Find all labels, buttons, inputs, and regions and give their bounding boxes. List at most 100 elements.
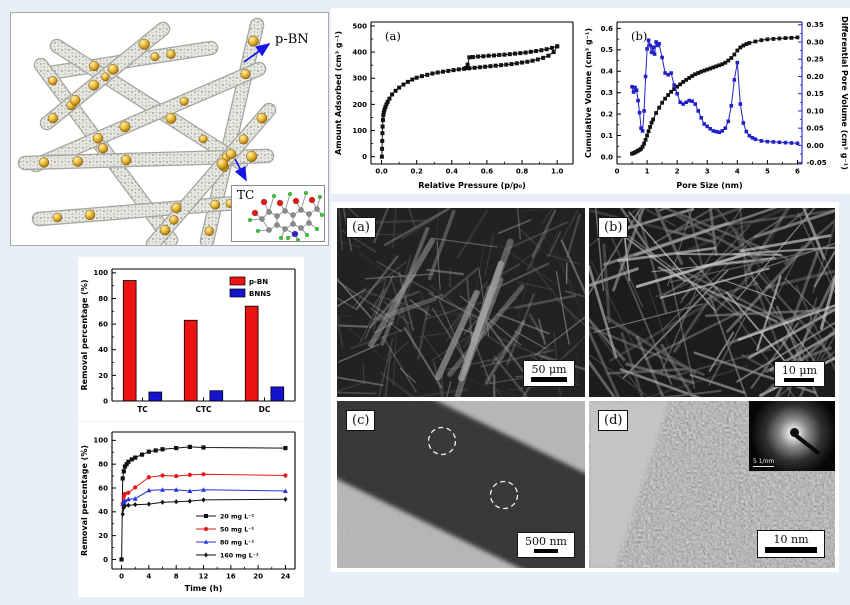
- svg-text:0.20: 0.20: [807, 73, 824, 81]
- svg-text:Pore Size (nm): Pore Size (nm): [676, 181, 742, 190]
- svg-text:0.2: 0.2: [410, 168, 423, 176]
- svg-text:0.5: 0.5: [601, 46, 614, 54]
- saed-inset: 5 1/nm: [749, 401, 835, 471]
- saed-beamstop: [792, 432, 821, 456]
- svg-text:6: 6: [795, 168, 800, 176]
- removal-bar-chart-panel: TC CTC DC 0 20 40 60 80 100 Removal percentage (%…: [78, 257, 304, 421]
- svg-text:0.2: 0.2: [601, 110, 614, 118]
- svg-text:4: 4: [735, 168, 740, 176]
- svg-text:12: 12: [199, 573, 209, 581]
- svg-text:300: 300: [352, 75, 367, 83]
- scale-bar-b: 10 μm: [773, 361, 825, 387]
- svg-text:0.10: 0.10: [807, 107, 824, 115]
- tc-molecule-inset: TC: [231, 185, 325, 242]
- svg-text:24: 24: [281, 573, 291, 581]
- svg-text:200: 200: [352, 101, 367, 109]
- micrograph-panel: (a) 50 μm (b) 10 μm (c) 500 nm 5 1/nm (d…: [331, 202, 839, 572]
- svg-text:1: 1: [645, 168, 650, 176]
- tem-image-c: (c) 500 nm: [337, 401, 585, 568]
- svg-text:5: 5: [765, 168, 770, 176]
- svg-text:0.15: 0.15: [807, 90, 824, 98]
- scale-bar-line-b: [784, 378, 815, 382]
- svg-text:0.0: 0.0: [601, 153, 614, 161]
- svg-text:BNNS: BNNS: [249, 290, 271, 298]
- tc-molecule-model: [247, 190, 324, 241]
- svg-text:Removal percentage (%): Removal percentage (%): [80, 279, 89, 390]
- panel-letter-b: (b): [598, 217, 629, 238]
- svg-text:2: 2: [675, 168, 680, 176]
- svg-text:100: 100: [93, 437, 108, 445]
- svg-text:20: 20: [98, 532, 108, 540]
- removal-kinetics-chart: 0 4 8 12 16 20 24 0 20 40 60 80 100 Time (h) Removal p…: [80, 431, 296, 593]
- svg-text:20: 20: [253, 573, 263, 581]
- panel-letter-a: (a): [346, 217, 376, 238]
- saed-scale-label: 5 1/nm: [753, 458, 775, 467]
- svg-text:100: 100: [93, 269, 108, 277]
- svg-text:(b): (b): [631, 29, 647, 43]
- removal-kinetics-panel: 0 4 8 12 16 20 24 0 20 40 60 80 100 Time (h) Removal p…: [78, 422, 304, 597]
- svg-text:(a): (a): [385, 29, 401, 43]
- svg-text:8: 8: [174, 573, 179, 581]
- schematic-panel: p-BN TC: [10, 12, 329, 246]
- svg-text:p-BN: p-BN: [249, 278, 268, 286]
- scale-bar-a: 50 μm: [523, 360, 575, 387]
- svg-text:4: 4: [146, 573, 151, 581]
- svg-text:0.4: 0.4: [601, 68, 614, 76]
- svg-text:0.4: 0.4: [446, 168, 459, 176]
- svg-text:Time (h): Time (h): [185, 584, 223, 593]
- pbn-label: p-BN: [275, 32, 309, 47]
- svg-text:100: 100: [352, 127, 367, 135]
- adsorption-isotherm-chart: 0.0 0.2 0.4 0.6 0.8 1.0 0 100 200 300 400 500 Relati…: [334, 21, 574, 190]
- sem-image-b: (b) 10 μm: [589, 208, 835, 397]
- svg-text:0.6: 0.6: [601, 25, 614, 33]
- isotherm-charts-panel: 0.0 0.2 0.4 0.6 0.8 1.0 0 100 200 300 400 500 Relati…: [331, 8, 850, 194]
- svg-text:40: 40: [98, 346, 108, 354]
- svg-text:80 mg L⁻¹: 80 mg L⁻¹: [220, 540, 255, 547]
- svg-text:0: 0: [103, 397, 108, 405]
- svg-text:80: 80: [98, 295, 108, 303]
- svg-text:0.0: 0.0: [375, 168, 388, 176]
- svg-text:60: 60: [98, 484, 108, 492]
- svg-text:16: 16: [226, 573, 236, 581]
- svg-text:0: 0: [103, 556, 108, 564]
- scale-text-c: 500 nm: [524, 535, 567, 548]
- scale-bar-d: 10 nm: [757, 530, 825, 558]
- svg-text:80: 80: [98, 461, 108, 469]
- svg-text:50 mg L⁻¹: 50 mg L⁻¹: [220, 527, 255, 534]
- scale-text-a: 50 μm: [531, 363, 567, 376]
- svg-text:Relative Pressure (p/p₀): Relative Pressure (p/p₀): [418, 181, 526, 190]
- svg-text:3: 3: [705, 168, 710, 176]
- panel-letter-c: (c): [346, 410, 376, 431]
- svg-text:40: 40: [98, 508, 108, 516]
- svg-text:20: 20: [98, 372, 108, 380]
- svg-text:Amount Adsorbed (cm³ g⁻¹): Amount Adsorbed (cm³ g⁻¹): [334, 31, 343, 155]
- scale-text-b: 10 μm: [781, 364, 817, 377]
- svg-text:0.25: 0.25: [807, 56, 824, 64]
- svg-text:0: 0: [615, 168, 620, 176]
- scale-bar-line-c: [533, 549, 558, 553]
- svg-text:160 mg L⁻¹: 160 mg L⁻¹: [220, 553, 259, 560]
- svg-text:20 mg L⁻¹: 20 mg L⁻¹: [220, 514, 255, 521]
- scale-bar-line-d: [765, 547, 817, 553]
- svg-text:Removal percentage (%): Removal percentage (%): [80, 445, 89, 556]
- pbn-fiber-schematic: [17, 17, 277, 245]
- scale-bar-c: 500 nm: [516, 532, 575, 558]
- svg-text:DC: DC: [259, 405, 271, 414]
- svg-text:0: 0: [119, 573, 124, 581]
- svg-text:Differential Pore Volume (cm³: Differential Pore Volume (cm³ g⁻¹): [840, 16, 849, 170]
- tc-label: TC: [237, 188, 255, 202]
- panel-letter-d: (d): [598, 410, 629, 431]
- svg-text:0.3: 0.3: [601, 89, 614, 97]
- removal-bar-chart: TC CTC DC 0 20 40 60 80 100 Removal percentage (%…: [80, 268, 296, 414]
- svg-text:0.6: 0.6: [481, 168, 494, 176]
- scale-bar-line-a: [531, 377, 567, 382]
- svg-text:TC: TC: [137, 405, 148, 414]
- svg-text:0.05: 0.05: [807, 125, 824, 133]
- svg-text:400: 400: [352, 48, 367, 56]
- svg-text:0.1: 0.1: [601, 132, 614, 140]
- svg-text:0.30: 0.30: [807, 38, 824, 46]
- svg-text:-0.05: -0.05: [807, 159, 827, 167]
- svg-text:1.0: 1.0: [551, 168, 564, 176]
- sem-image-a: (a) 50 μm: [337, 208, 585, 397]
- svg-text:0.35: 0.35: [807, 21, 824, 29]
